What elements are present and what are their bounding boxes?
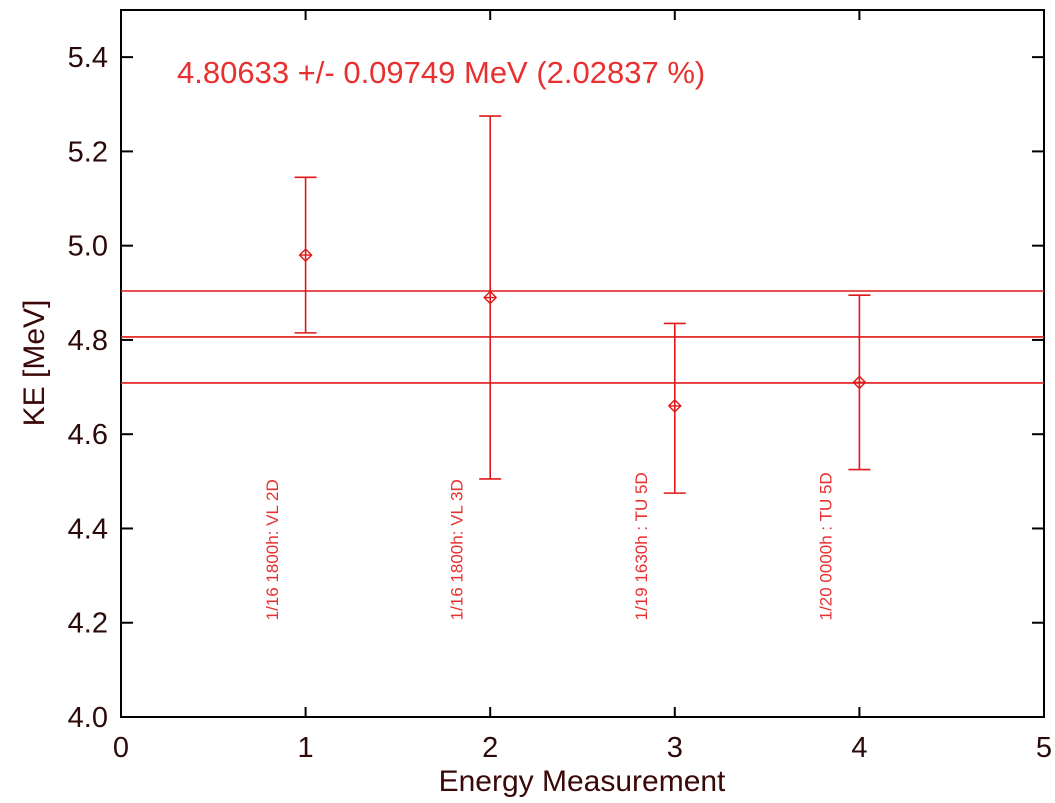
data-points — [294, 115, 871, 494]
data-point — [667, 398, 682, 413]
data-point — [298, 248, 313, 263]
plot-frame — [120, 9, 1045, 718]
x-tick-label: 1 — [298, 732, 314, 764]
y-tick-label: 4.2 — [68, 608, 108, 640]
data-point — [483, 290, 498, 305]
tick-labels: 0 1 2 3 4 5 4.0 4.2 4.4 4.6 4.8 5.0 5.2 5.4 — [68, 42, 1052, 764]
y-tick-label: 5.0 — [68, 231, 108, 263]
y-tick-label: 4.4 — [68, 513, 108, 545]
data-point — [852, 375, 867, 390]
point-label: 1/16 1800h: VL 2D — [263, 479, 282, 620]
x-tick-label: 4 — [851, 732, 867, 764]
y-tick-label: 5.2 — [68, 136, 108, 168]
y-axis-title: KE [MeV] — [18, 300, 51, 427]
y-tick-label: 4.8 — [68, 325, 108, 357]
point-label: 1/16 1800h: VL 3D — [448, 479, 467, 620]
x-tick-label: 5 — [1036, 732, 1052, 764]
point-labels: 1/16 1800h: VL 2D 1/16 1800h: VL 3D 1/19 1… — [263, 472, 836, 620]
y-tick-label: 5.4 — [68, 42, 108, 74]
y-tick-label: 4.0 — [68, 702, 108, 734]
x-axis-title: Energy Measurement — [439, 765, 726, 798]
point-label: 1/20 0000h : TU 5D — [817, 472, 836, 620]
point-label: 1/19 1630h : TU 5D — [632, 472, 651, 620]
x-tick-label: 3 — [667, 732, 683, 764]
x-tick-label: 2 — [482, 732, 498, 764]
fit-annotation: 4.80633 +/- 0.09749 MeV (2.02837 %) — [177, 55, 705, 90]
mean-lines — [121, 290, 1044, 384]
y-tick-label: 4.6 — [68, 419, 108, 451]
x-tick-label: 0 — [113, 732, 129, 764]
axis-ticks — [120, 10, 1045, 718]
